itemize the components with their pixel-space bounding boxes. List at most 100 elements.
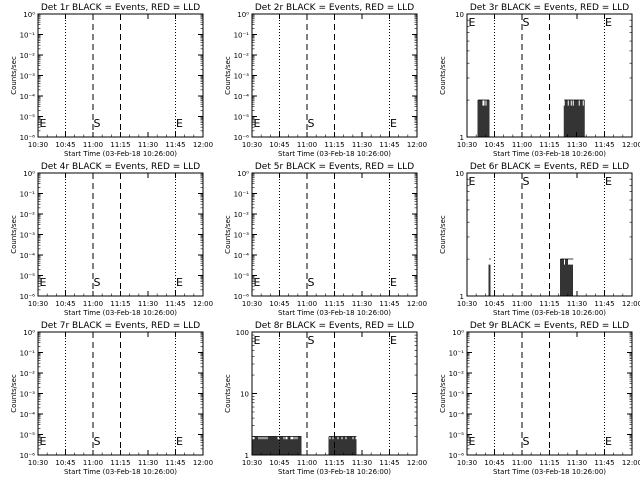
y-axis-label: Counts/sec — [10, 374, 18, 413]
event-marker-e: E — [176, 276, 183, 289]
event-marker-s: S — [94, 276, 101, 289]
x-tick-label: 11:45 — [165, 300, 185, 308]
x-tick-label: 11:00 — [297, 459, 317, 467]
y-tick-label: 10⁰ — [23, 329, 35, 337]
x-tick-label: 11:15 — [110, 459, 130, 467]
panel-8: Det 8r BLACK = Events, RED = LLD 100 10 1 Co… — [224, 321, 427, 476]
y-tick-label: 10⁻² — [234, 52, 250, 60]
panel-title: Det 7r BLACK = Events, RED = LLD — [41, 321, 200, 331]
x-tick-label: 11:15 — [539, 459, 559, 467]
x-tick-label: 10:30 — [28, 141, 48, 149]
events-series-burst — [477, 99, 490, 137]
y-tick-label: 10⁰ — [237, 170, 249, 178]
y-axis-label: Counts/sec — [10, 215, 18, 254]
y-tick-label: 10⁻⁴ — [449, 411, 465, 419]
panel-7: Det 7r BLACK = Events, RED = LLD 10⁰ 10⁻¹ 1… — [10, 321, 213, 476]
y-axis-label: Counts/sec — [224, 56, 232, 95]
x-tick-label: 12:00 — [193, 459, 213, 467]
y-tick-label: 10⁰ — [452, 329, 464, 337]
panel-title: Det 8r BLACK = Events, RED = LLD — [255, 321, 414, 331]
y-tick-label: 10⁻⁵ — [234, 114, 250, 122]
x-tick-label: 11:30 — [567, 300, 587, 308]
x-tick-label: 11:00 — [83, 459, 103, 467]
panel-title: Det 9r BLACK = Events, RED = LLD — [470, 321, 629, 331]
x-tick-label: 11:45 — [594, 141, 614, 149]
y-tick-label: 10⁻⁶ — [20, 293, 36, 301]
x-tick-label: 12:00 — [193, 141, 213, 149]
event-marker-s: S — [523, 435, 530, 448]
y-tick-label: 10⁻² — [20, 211, 36, 219]
events-series-burst — [563, 99, 585, 137]
event-marker-e: E — [605, 435, 612, 448]
x-tick-label: 10:45 — [484, 459, 504, 467]
y-tick-label: 10⁻² — [449, 370, 465, 378]
y-tick-label: 10⁻⁶ — [449, 452, 465, 460]
x-tick-label: 10:30 — [242, 141, 262, 149]
x-tick-label: 11:45 — [379, 141, 399, 149]
panel-title: Det 2r BLACK = Events, RED = LLD — [255, 3, 414, 13]
x-tick-label: 12:00 — [622, 141, 640, 149]
x-tick-label: 10:30 — [28, 459, 48, 467]
event-marker-e: E — [605, 16, 612, 29]
y-tick-label: 10 — [240, 391, 249, 399]
y-tick-label: 10 — [455, 170, 464, 178]
x-tick-label: 12:00 — [407, 141, 427, 149]
y-tick-label: 10⁻¹ — [20, 191, 36, 199]
x-axis-label: Start Time (03-Feb-18 10:26:00) — [493, 150, 606, 158]
events-series-burst — [560, 258, 574, 296]
event-marker-s: S — [308, 117, 315, 130]
y-tick-label: 10⁻³ — [234, 73, 250, 81]
event-marker-e: E — [176, 117, 183, 130]
x-tick-label: 11:15 — [539, 141, 559, 149]
x-tick-label: 11:00 — [512, 459, 532, 467]
y-tick-label: 10⁻¹ — [234, 32, 250, 40]
y-tick-label: 10⁻⁵ — [20, 273, 36, 281]
x-tick-label: 11:15 — [110, 141, 130, 149]
y-tick-label: 10⁻⁴ — [20, 252, 36, 260]
x-axis-label: Start Time (03-Feb-18 10:26:00) — [64, 150, 177, 158]
x-axis-label: Start Time (03-Feb-18 10:26:00) — [64, 468, 177, 476]
event-marker-e: E — [469, 16, 476, 29]
event-marker-e: E — [469, 435, 476, 448]
x-tick-label: 10:45 — [269, 141, 289, 149]
event-marker-e: E — [390, 117, 397, 130]
y-tick-label: 10⁻¹ — [234, 191, 250, 199]
x-tick-label: 11:45 — [594, 300, 614, 308]
event-marker-s: S — [94, 117, 101, 130]
event-marker-e: E — [254, 334, 261, 347]
y-tick-label: 10⁻⁵ — [20, 432, 36, 440]
y-tick-label: 1 — [460, 134, 464, 142]
x-tick-label: 11:15 — [539, 300, 559, 308]
x-tick-label: 10:45 — [484, 141, 504, 149]
event-marker-e: E — [40, 117, 47, 130]
x-tick-label: 11:00 — [83, 141, 103, 149]
x-tick-label: 10:30 — [457, 141, 477, 149]
y-tick-label: 10⁻³ — [234, 232, 250, 240]
x-tick-label: 11:30 — [567, 459, 587, 467]
panel-1: Det 1r BLACK = Events, RED = LLD 10⁰ 10⁻¹ 1… — [10, 3, 213, 158]
panel-6: Det 6r BLACK = Events, RED = LLD 10 1 Count… — [439, 162, 640, 317]
x-tick-label: 12:00 — [622, 459, 640, 467]
y-tick-label: 10⁻³ — [20, 391, 36, 399]
x-tick-label: 12:00 — [622, 300, 640, 308]
x-tick-label: 10:30 — [242, 300, 262, 308]
x-axis-label: Start Time (03-Feb-18 10:26:00) — [493, 468, 606, 476]
x-tick-label: 11:15 — [110, 300, 130, 308]
x-tick-label: 12:00 — [193, 300, 213, 308]
x-axis-label: Start Time (03-Feb-18 10:26:00) — [278, 468, 391, 476]
y-tick-label: 10⁻⁴ — [234, 93, 250, 101]
panel-title: Det 1r BLACK = Events, RED = LLD — [41, 3, 200, 13]
x-tick-label: 11:00 — [512, 300, 532, 308]
x-tick-label: 11:30 — [352, 141, 372, 149]
events-series-burst — [328, 436, 357, 455]
event-marker-e: E — [40, 276, 47, 289]
x-axis-label: Start Time (03-Feb-18 10:26:00) — [493, 309, 606, 317]
x-tick-label: 11:15 — [324, 459, 344, 467]
x-tick-label: 10:45 — [484, 300, 504, 308]
x-tick-label: 11:30 — [138, 141, 158, 149]
y-tick-label: 1 — [245, 452, 249, 460]
panel-2: Det 2r BLACK = Events, RED = LLD 10⁰ 10⁻¹ 1… — [224, 3, 427, 158]
y-tick-label: 10⁻⁶ — [234, 293, 250, 301]
x-tick-label: 11:45 — [594, 459, 614, 467]
